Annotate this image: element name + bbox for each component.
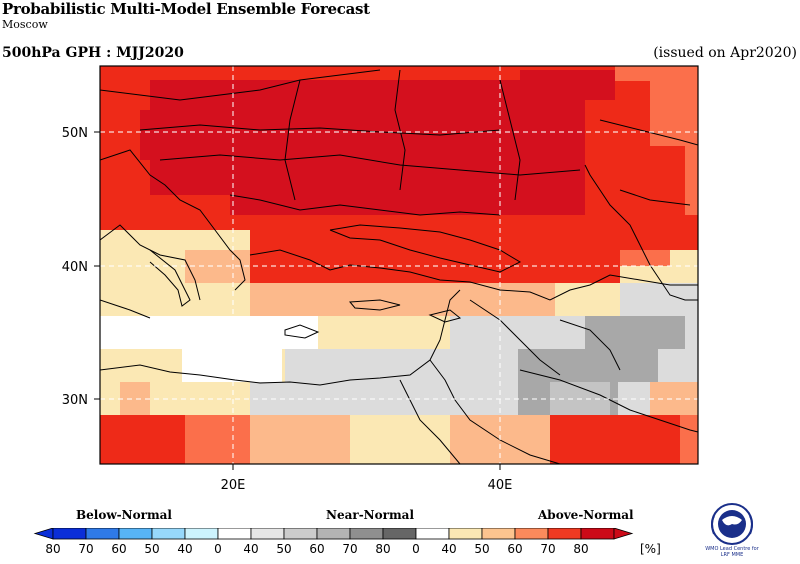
legend-swatch <box>547 528 582 540</box>
legend-swatch <box>481 528 516 540</box>
logo-line-1: WMO Lead Centre for <box>705 546 759 552</box>
coastlines <box>100 69 698 464</box>
legend-unit: [%] <box>640 542 661 556</box>
wmo-logo-caption: WMO Lead Centre for LRF MME <box>696 546 768 558</box>
lon-label-20e: 20E <box>221 478 246 493</box>
below-normal-label: Below-Normal <box>76 508 172 522</box>
legend-tick-label: 60 <box>507 542 522 556</box>
legend-tick-label: 0 <box>214 542 222 556</box>
map-frame <box>99 65 699 465</box>
legend-swatch <box>151 528 186 540</box>
graticule <box>100 66 698 464</box>
legend-swatch <box>283 528 318 540</box>
above-normal-label: Above-Normal <box>538 508 634 522</box>
probability-field <box>100 66 698 464</box>
legend-tick-label: 80 <box>45 542 60 556</box>
legend-swatch <box>250 528 285 540</box>
legend-swatch <box>118 528 153 540</box>
color-legend: 80 70 60 50 40 0 40 50 60 70 80 0 40 50 60 70 80 [%] <box>33 528 661 556</box>
legend-arrow-left <box>33 528 54 540</box>
legend-tick-label: 40 <box>441 542 456 556</box>
legend-tick-label: 60 <box>111 542 126 556</box>
legend-swatch <box>448 528 483 540</box>
legend-tick-label: 50 <box>144 542 159 556</box>
forecast-map: 20E 40E 50N 40N 30N <box>62 65 699 493</box>
legend-tick-label: 70 <box>540 542 555 556</box>
legend-tick-label: 80 <box>573 542 588 556</box>
legend-swatch <box>184 528 219 540</box>
legend-swatch <box>349 528 384 540</box>
lon-label-40e: 40E <box>488 478 513 493</box>
legend-swatch <box>52 528 87 540</box>
legend-tick-label: 50 <box>474 542 489 556</box>
lat-label-50n: 50N <box>62 126 88 141</box>
wmo-logo <box>711 503 753 545</box>
legend-arrow-right <box>613 528 634 540</box>
legend-swatch <box>382 528 417 540</box>
legend-swatch <box>85 528 120 540</box>
legend-tick-label: 70 <box>78 542 93 556</box>
legend-tick-label: 60 <box>309 542 324 556</box>
legend-tick-label: 0 <box>412 542 420 556</box>
legend-tick-label: 50 <box>276 542 291 556</box>
legend-tick-label: 80 <box>375 542 390 556</box>
logo-line-2: LRF MME <box>720 552 744 558</box>
issued-label: (issued on Apr2020) <box>653 45 797 61</box>
near-normal-label: Near-Normal <box>326 508 415 522</box>
legend-tick-label: 40 <box>177 542 192 556</box>
legend-swatch <box>580 528 615 540</box>
axis-ticks <box>94 131 501 470</box>
page-title: Probabilistic Multi-Model Ensemble Forec… <box>2 0 370 18</box>
legend-swatch <box>316 528 351 540</box>
legend-swatch <box>217 528 252 540</box>
product-label: 500hPa GPH : MJJ2020 <box>2 45 184 61</box>
lat-label-40n: 40N <box>62 260 88 275</box>
legend-tick-label: 40 <box>243 542 258 556</box>
region-subtitle: Moscow <box>2 18 48 31</box>
legend-swatch <box>514 528 549 540</box>
legend-swatch <box>415 528 450 540</box>
lat-label-30n: 30N <box>62 393 88 408</box>
legend-tick-label: 70 <box>342 542 357 556</box>
